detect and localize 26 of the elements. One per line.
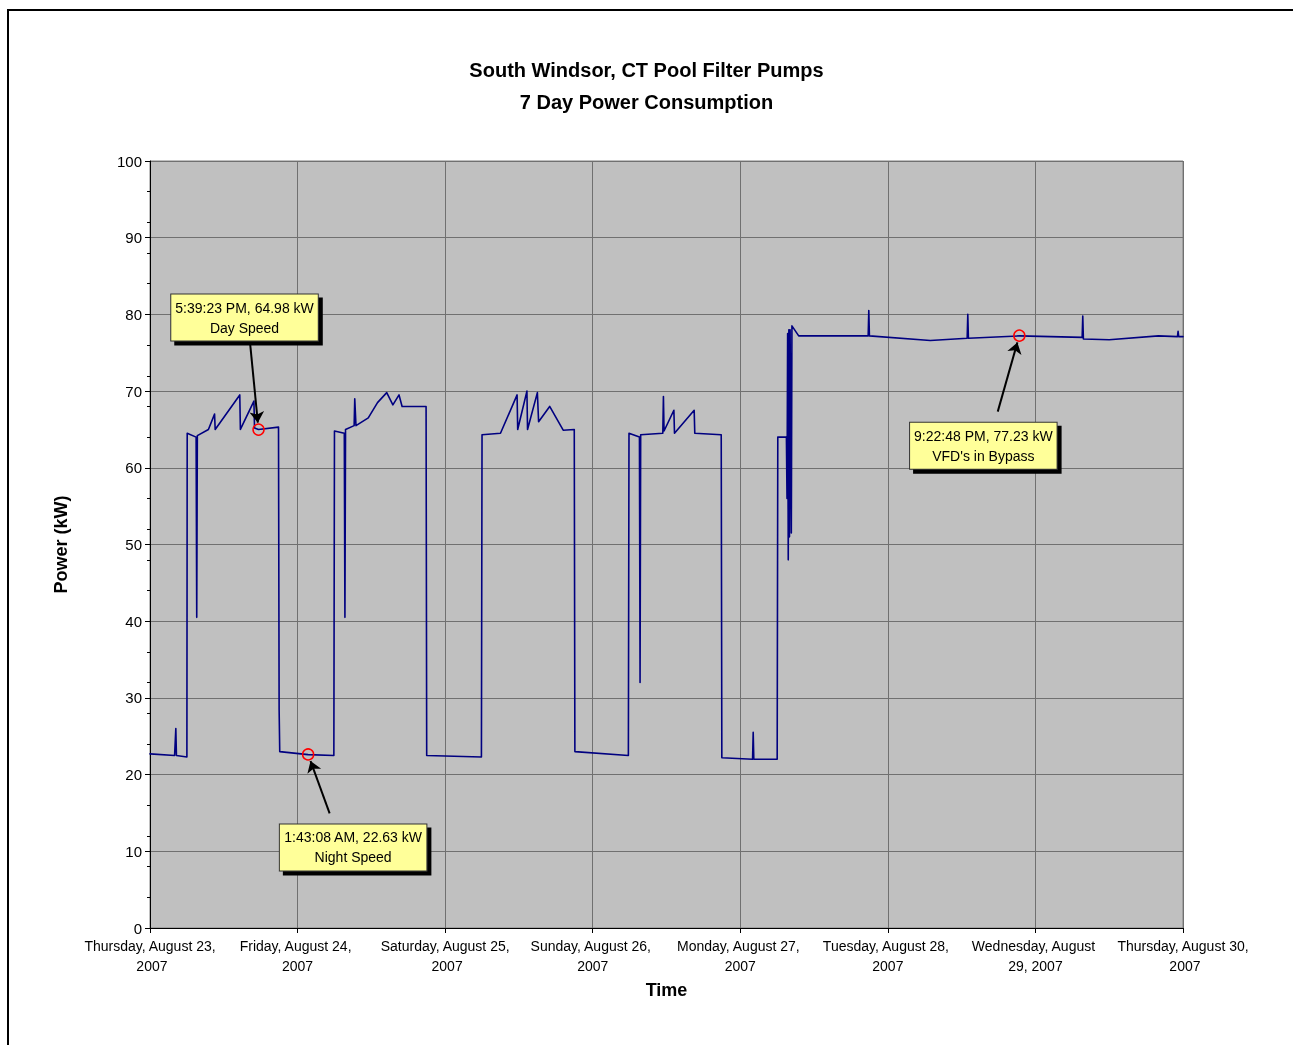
annotation: 1:43:08 AM, 22.63 kW Night Speed (284, 829, 423, 866)
y-tick-label: 80 (125, 305, 142, 323)
y-tick-label: 70 (125, 382, 142, 400)
x-tick-label: Thursday, August 30, 2007 (1117, 938, 1249, 974)
y-tick-label: 60 (125, 459, 142, 477)
annotation: 9:22:48 PM, 77.23 kW VFD's in Bypass (914, 427, 1054, 464)
y-axis-title: Power (kW) (51, 495, 71, 594)
x-tick-label: Tuesday, August 28, 2007 (822, 938, 953, 974)
chart-subtitle: 7 Day Power Consumption (519, 91, 774, 113)
y-tick-label: 50 (125, 536, 142, 553)
y-tick-label: 100 (116, 152, 142, 170)
chart-title: South Windsor, CT Pool Filter Pumps (469, 59, 824, 81)
x-tick-label: Wednesday, August 29, 2007 (971, 938, 1099, 974)
y-tick-label: 0 (133, 919, 142, 937)
annotation: 5:39:23 PM, 64.98 kW Day Speed (175, 299, 315, 336)
y-tick-label: 10 (125, 842, 142, 860)
x-tick-label: Sunday, August 26, 2007 (530, 938, 655, 974)
x-axis-title: Time (645, 979, 688, 1000)
y-tick-label: 20 (125, 766, 142, 784)
x-tick-label: Saturday, August 25, 2007 (380, 938, 510, 974)
y-tick-label: 30 (125, 689, 142, 707)
x-tick-label: Monday, August 27, 2007 (676, 938, 804, 974)
y-tick-label: 90 (125, 229, 142, 247)
y-tick-label: 40 (125, 612, 142, 630)
x-tick-label: Thursday, August 23, 2007 (84, 938, 216, 974)
x-tick-label: Friday, August 24, 2007 (239, 938, 356, 974)
